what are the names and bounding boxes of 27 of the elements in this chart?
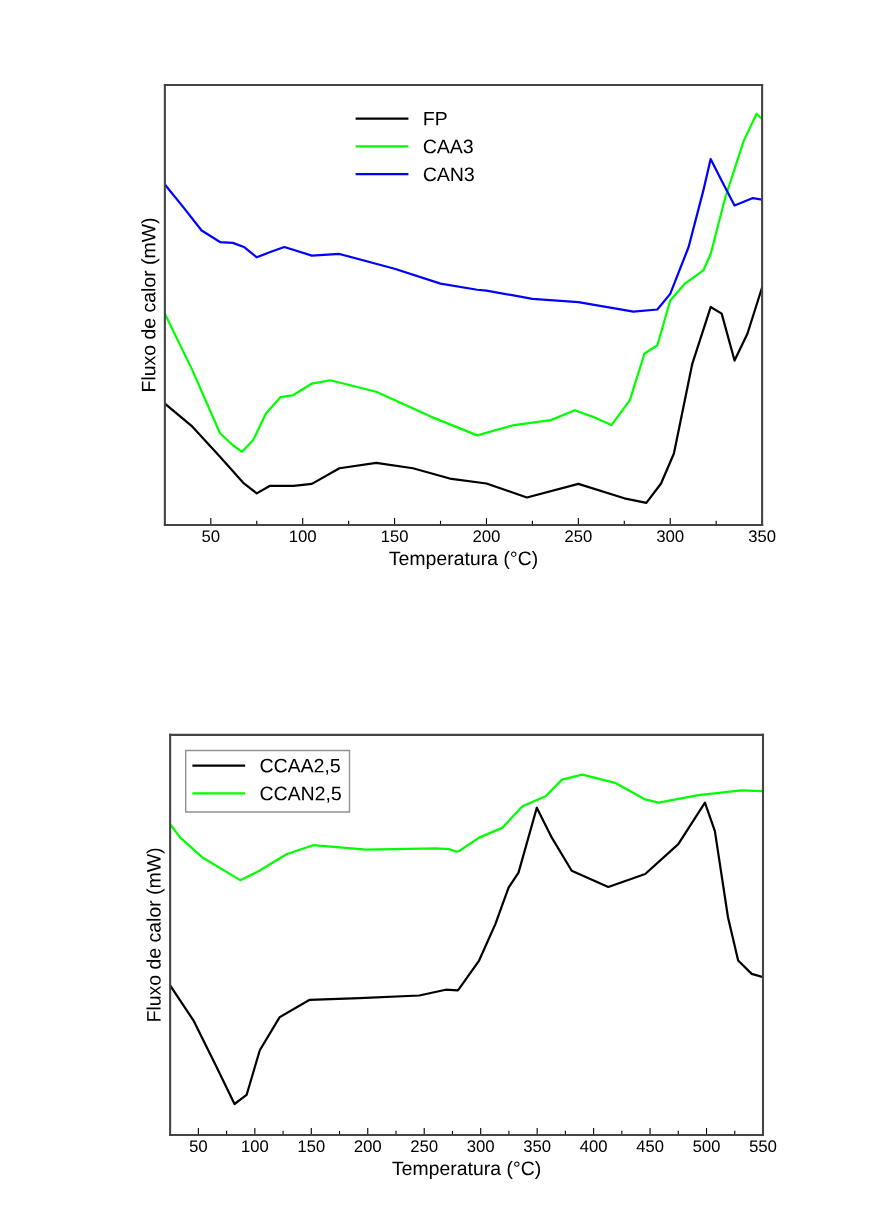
x-tick-label: 50 (189, 1140, 207, 1153)
x-tick-label: 250 (565, 530, 592, 543)
y-axis-title: Fluxo de calor (mW) (141, 218, 160, 391)
x-tick-label: 250 (411, 1140, 438, 1153)
x-tick-label: 350 (523, 1140, 551, 1153)
x-tick-label: 350 (748, 530, 776, 543)
x-tick-label: 150 (298, 1140, 325, 1153)
legend-label: CCAN2,5 (260, 786, 341, 803)
x-tick-label: 100 (242, 1140, 269, 1153)
x-tick-label: 450 (636, 1140, 664, 1153)
x-axis-title: Temperatura (°C) (392, 1160, 541, 1180)
x-tick-label: 300 (656, 530, 684, 543)
x-tick-label: 200 (354, 1140, 382, 1153)
x-tick-label: 550 (749, 1140, 777, 1153)
x-tick-label: 500 (693, 1140, 720, 1153)
x-tick-label: 200 (473, 530, 500, 543)
x-tick-label: 150 (381, 530, 408, 543)
y-axis-title: Fluxo de calor (mW) (146, 848, 165, 1021)
legend-label: FP (424, 111, 447, 126)
x-tick-label: 300 (467, 1140, 494, 1153)
x-tick-label: 50 (202, 530, 220, 543)
legend-label: CCAA2,5 (260, 758, 340, 775)
x-tick-label: 100 (290, 530, 316, 543)
x-axis-title: Temperatura (°C) (389, 550, 537, 570)
legend-label: CAA3 (423, 139, 473, 154)
legend-label: CAN3 (423, 167, 474, 182)
x-tick-label: 400 (580, 1140, 607, 1153)
